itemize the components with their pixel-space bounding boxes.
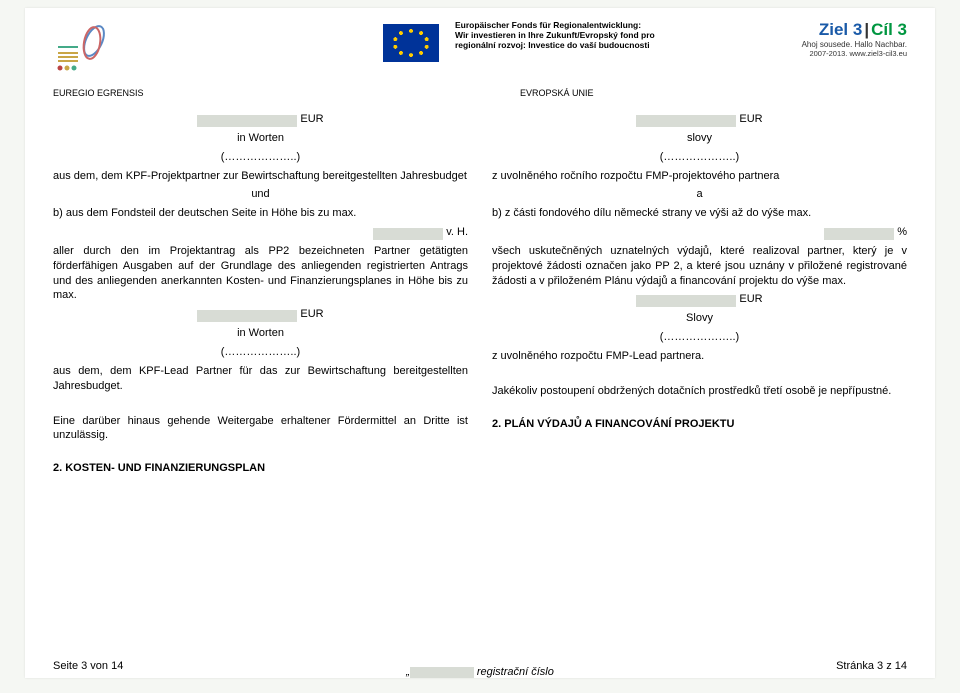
a-cz: a: [492, 187, 907, 202]
header: Europäischer Fonds für Regionalentwicklu…: [53, 20, 907, 94]
org-label: EUREGIO EGRENSIS: [53, 88, 253, 98]
ziel3-url: 2007-2013. www.ziel3-cil3.eu: [787, 49, 907, 58]
reg-number-field: [410, 667, 474, 678]
pct-field: [824, 228, 894, 240]
p2-de: b) aus dem Fondsteil der deutschen Seite…: [53, 206, 468, 221]
ziel3-logo: Ziel 3|Cíl 3 Ahoj sousede. Hallo Nachbar…: [787, 20, 907, 58]
ziel3-green: Cíl 3: [871, 20, 907, 39]
p3-de: aller durch den im Projektantrag als PP2…: [53, 244, 468, 303]
ziel3-sub: Ahoj sousede. Hallo Nachbar.: [787, 40, 907, 49]
vh-field: [373, 228, 443, 240]
p2-cz: b) z části fondového dílu německé strany…: [492, 206, 907, 221]
paren-1-cz: (………………..): [492, 150, 907, 165]
pct-label: %: [897, 226, 907, 238]
p1-cz: z uvolněného ročního rozpočtu FMP-projek…: [492, 169, 907, 184]
amount-field-1-de: [197, 115, 297, 127]
amount-field-2-de: [197, 310, 297, 322]
header-labels: EUREGIO EGRENSIS EVROPSKÁ UNIE: [53, 88, 907, 98]
eu-fund-text: Europäischer Fonds für Regionalentwicklu…: [455, 20, 655, 51]
in-worten-1: in Worten: [53, 131, 468, 146]
amount-field-2-cz: [636, 295, 736, 307]
ziel3-title: Ziel 3|Cíl 3: [787, 20, 907, 40]
p1-de: aus dem, dem KPF-Projektpartner zur Bewi…: [53, 169, 468, 184]
footer-center: „ registrační číslo: [25, 666, 935, 678]
eu-text-l2: Wir investieren in Ihre Zukunft/Evropský…: [455, 30, 655, 40]
eu-text-l3: regionální rozvoj: Investice do vaší bud…: [455, 40, 655, 50]
section-2-de: 2. KOSTEN- UND FINANZIERUNGSPLAN: [53, 461, 468, 476]
eur-2-cz: EUR: [739, 293, 762, 305]
vh-label: v. H.: [446, 226, 468, 238]
two-column-body: EUR in Worten (………………..) aus dem, dem KP…: [53, 108, 907, 476]
reg-number-label: registrační číslo: [474, 666, 554, 678]
eu-flag-icon: [383, 24, 439, 62]
eu-text-l1: Europäischer Fonds für Regionalentwicklu…: [455, 20, 655, 30]
euregio-logo-icon: [53, 20, 113, 78]
eur-1-de: EUR: [300, 113, 323, 125]
col-german: EUR in Worten (………………..) aus dem, dem KP…: [53, 108, 468, 476]
eur-2-de: EUR: [300, 308, 323, 320]
section-2-cz: 2. PLÁN VÝDAJŮ A FINANCOVÁNÍ PROJEKTU: [492, 417, 907, 432]
ziel3-blue: Ziel 3: [819, 20, 862, 39]
p4-cz: z uvolněného rozpočtu FMP-Lead partnera.: [492, 349, 907, 364]
in-worten-2: in Worten: [53, 326, 468, 341]
p5-cz: Jakékoliv postoupení obdržených dotačníc…: [492, 384, 907, 399]
eur-1-cz: EUR: [739, 113, 762, 125]
paren-1-de: (………………..): [53, 150, 468, 165]
col-czech: EUR slovy (………………..) z uvolněného ročníh…: [492, 108, 907, 476]
slovy-2: Slovy: [492, 311, 907, 326]
page: Europäischer Fonds für Regionalentwicklu…: [25, 8, 935, 678]
eu-label: EVROPSKÁ UNIE: [520, 88, 720, 98]
amount-field-1-cz: [636, 115, 736, 127]
paren-2-cz: (………………..): [492, 330, 907, 345]
p4-de: aus dem, dem KPF-Lead Partner für das zu…: [53, 364, 468, 394]
paren-2-de: (………………..): [53, 345, 468, 360]
p3-cz: všech uskutečněných uznatelných výdajů, …: [492, 244, 907, 289]
und: und: [53, 187, 468, 202]
slovy-1: slovy: [492, 131, 907, 146]
p5-de: Eine darüber hinaus gehende Weitergabe e…: [53, 414, 468, 444]
